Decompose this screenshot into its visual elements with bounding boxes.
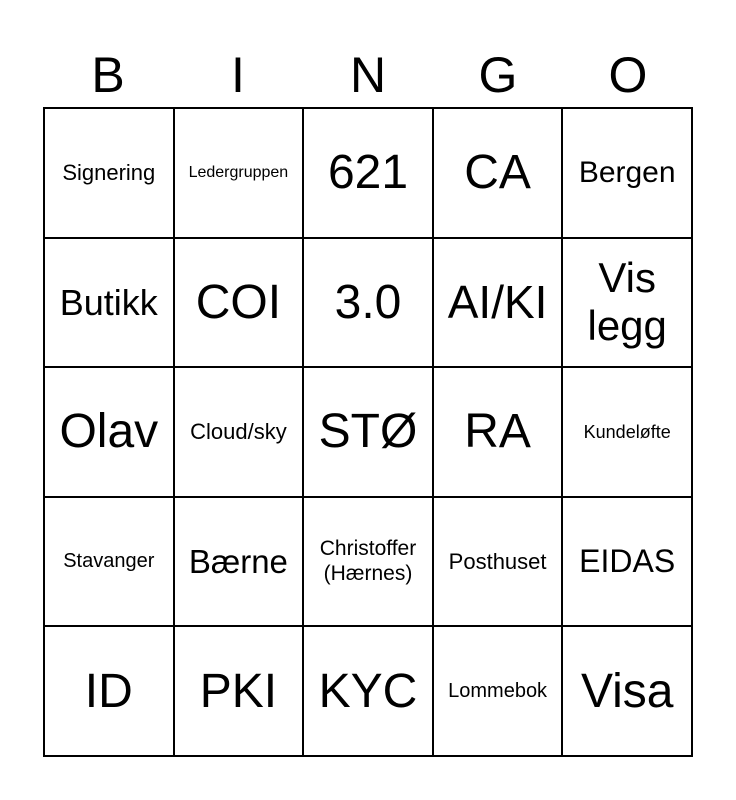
bingo-cell[interactable]: KYC xyxy=(303,626,433,756)
cell-text: Butikk xyxy=(59,281,158,323)
cell-text: Kundeløfte xyxy=(583,421,671,442)
bingo-cell[interactable]: Bærne xyxy=(173,496,304,627)
bingo-cell[interactable]: Signering xyxy=(44,108,174,238)
bingo-cell[interactable]: 3.0 xyxy=(303,237,433,368)
bingo-cell[interactable]: ID xyxy=(44,626,174,756)
bingo-cell[interactable]: Cloud/sky xyxy=(173,367,304,497)
bingo-cell[interactable]: CA xyxy=(432,108,563,238)
header-letter-i: I xyxy=(231,47,245,103)
cell-text: Bergen xyxy=(578,155,676,189)
header-letter-g: G xyxy=(478,47,518,103)
cell-text: Ledergruppen xyxy=(188,163,289,181)
cell-text: ID xyxy=(84,664,133,718)
cell-text: RA xyxy=(464,405,531,459)
bingo-cell[interactable]: Ledergruppen xyxy=(173,108,304,238)
header-letter-o: O xyxy=(608,47,648,103)
cell-text: Stavanger xyxy=(63,550,155,573)
bingo-cell[interactable]: Visa xyxy=(562,626,692,756)
bingo-cell[interactable]: Kundeløfte xyxy=(562,367,692,497)
cell-text: KYC xyxy=(318,664,418,718)
bingo-cell[interactable]: AI/KI xyxy=(432,237,563,368)
cell-text: 3.0 xyxy=(334,275,402,329)
cell-text: 621 xyxy=(327,146,409,200)
bingo-cell[interactable]: Lommebok xyxy=(432,626,563,756)
cell-text: PKI xyxy=(199,664,278,718)
cell-text: Christoffer (Hærnes) xyxy=(319,537,417,585)
bingo-cell[interactable]: STØ xyxy=(303,367,433,497)
bingo-cell[interactable]: COI xyxy=(173,237,304,368)
cell-text: Olav xyxy=(59,405,159,459)
bingo-cell[interactable]: PKI xyxy=(173,626,304,756)
cell-text: Visa xyxy=(580,664,674,718)
cell-text: Lommebok xyxy=(448,679,548,702)
cell-text: Bærne xyxy=(188,542,288,580)
bingo-cell[interactable]: EIDAS xyxy=(562,496,692,627)
bingo-cell[interactable]: Olav xyxy=(44,367,174,497)
cell-text: COI xyxy=(195,275,282,329)
bingo-cell[interactable]: Stavanger xyxy=(44,496,174,627)
cell-text: Posthuset xyxy=(448,548,547,574)
cell-text: AI/KI xyxy=(447,275,548,328)
bingo-cell[interactable]: Butikk xyxy=(44,237,174,368)
header-letter-b: B xyxy=(91,47,125,103)
bingo-cell[interactable]: Bergen xyxy=(562,108,692,238)
cell-text: STØ xyxy=(318,405,418,459)
bingo-cell[interactable]: Vis legg xyxy=(562,237,692,368)
cell-text: Vis legg xyxy=(587,254,667,350)
cell-text: CA xyxy=(464,146,531,200)
bingo-cell[interactable]: 621 xyxy=(303,108,433,238)
cell-text: Cloud/sky xyxy=(190,419,287,445)
cell-text: Signering xyxy=(62,160,156,186)
cell-text: EIDAS xyxy=(579,543,676,580)
bingo-grid: Signering Ledergruppen 621 CA Bergen Butikk CO… xyxy=(43,107,693,757)
bingo-cell[interactable]: RA xyxy=(432,367,563,497)
header-letter-n: N xyxy=(349,47,387,103)
bingo-cell[interactable]: Posthuset xyxy=(432,496,563,627)
bingo-cell[interactable]: Christoffer (Hærnes) xyxy=(303,496,433,627)
